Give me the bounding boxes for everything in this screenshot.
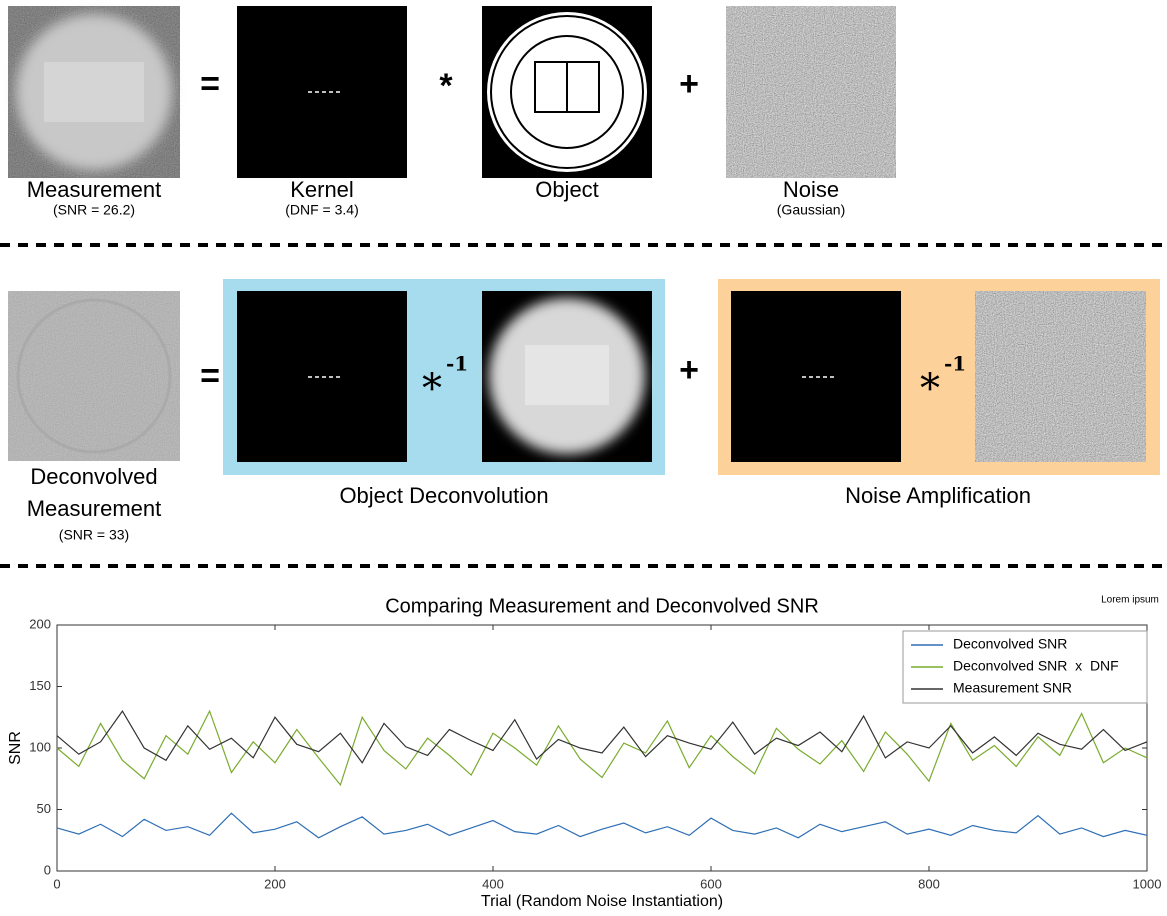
note: (Gaussian) — [777, 202, 845, 218]
label: Kernel — [290, 177, 354, 202]
x-tick-label: 600 — [700, 876, 722, 891]
note: (SNR = 26.2) — [53, 202, 135, 218]
exponent: -1 — [446, 352, 468, 376]
x-tick-label: 800 — [918, 876, 940, 891]
label: Object — [535, 177, 599, 202]
y-axis-label: SNR — [7, 731, 24, 765]
noise-image — [975, 291, 1146, 462]
note: (DNF = 3.4) — [285, 202, 359, 218]
chart-title: Comparing Measurement and Deconvolved SN… — [385, 595, 819, 617]
plot: 0 50 100 150 200 0 200 400 600 800 1000 Deconvolved… — [29, 616, 1161, 891]
figure: = * + Measurement (SNR = 26.2) Kernel (D… — [0, 0, 1167, 916]
x-tick-label: 1000 — [1133, 876, 1162, 891]
corner-note: Lorem ipsum — [1101, 595, 1159, 606]
deconvolved-image — [8, 291, 180, 461]
legend-label: Deconvolved SNR — [953, 636, 1067, 652]
y-tick-label: 150 — [29, 678, 51, 693]
x-tick-label: 0 — [53, 876, 60, 891]
kernel-image — [237, 6, 407, 178]
operator: * — [920, 366, 940, 412]
measurement-image — [8, 6, 180, 178]
operator: * — [439, 67, 453, 105]
page: = * + Measurement (SNR = 26.2) Kernel (D… — [0, 0, 1167, 916]
label: Measurement — [27, 177, 162, 202]
group-label: Object Deconvolution — [339, 483, 548, 508]
group-label: Noise Amplification — [845, 483, 1031, 508]
operator: = — [200, 357, 220, 395]
y-tick-label: 50 — [37, 801, 51, 816]
operator: + — [679, 65, 699, 103]
legend-label: Deconvolved SNR x DNF — [953, 658, 1119, 674]
x-tick-label: 400 — [482, 876, 504, 891]
kernel-image — [731, 291, 901, 462]
operator: = — [200, 65, 220, 103]
y-tick-label: 100 — [29, 739, 51, 754]
y-tick-label: 0 — [44, 862, 51, 877]
y-tick-label: 200 — [29, 616, 51, 631]
noise-image — [726, 6, 896, 178]
x-tick-label: 200 — [264, 876, 286, 891]
label: Measurement — [27, 496, 162, 521]
label: Deconvolved — [30, 464, 157, 489]
x-axis-label: Trial (Random Noise Instantiation) — [481, 893, 723, 910]
operator: + — [679, 351, 699, 389]
operator: * — [422, 366, 442, 412]
label: Noise — [783, 177, 839, 202]
object-image — [482, 6, 652, 178]
object-deconvolution-image — [482, 291, 652, 462]
note: (SNR = 33) — [59, 527, 129, 543]
legend-label: Measurement SNR — [953, 680, 1072, 696]
kernel-image — [237, 291, 407, 462]
exponent: -1 — [944, 352, 966, 376]
